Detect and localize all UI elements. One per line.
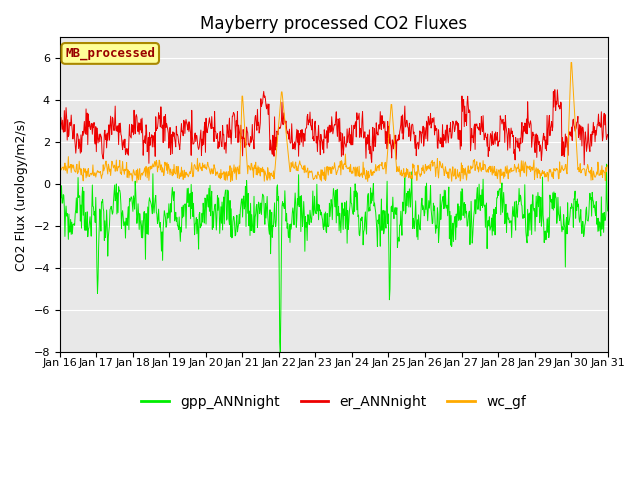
gpp_ANNnight — [604, 208, 611, 214]
er_ANNnight — [379, 120, 387, 126]
gpp_ANNnight — [157, 248, 165, 254]
Line: wc_gf: wc_gf — [60, 62, 607, 183]
Legend: gpp_ANNnight, er_ANNnight, wc_gf: gpp_ANNnight, er_ANNnight, wc_gf — [136, 389, 532, 415]
gpp_ANNnight — [586, 199, 593, 204]
wc_gf — [82, 175, 90, 180]
wc_gf — [567, 60, 575, 65]
gpp_ANNnight — [603, 161, 611, 167]
er_ANNnight — [577, 123, 584, 129]
wc_gf — [586, 170, 594, 176]
er_ANNnight — [82, 106, 90, 112]
wc_gf — [497, 180, 504, 186]
Text: MB_processed: MB_processed — [65, 47, 156, 60]
er_ANNnight — [604, 132, 611, 137]
wc_gf — [157, 162, 165, 168]
er_ANNnight — [550, 87, 558, 93]
Y-axis label: CO2 Flux (urology/m2/s): CO2 Flux (urology/m2/s) — [15, 119, 28, 271]
er_ANNnight — [157, 118, 165, 123]
wc_gf — [379, 166, 387, 172]
wc_gf — [577, 169, 585, 175]
gpp_ANNnight — [380, 207, 387, 213]
er_ANNnight — [580, 162, 588, 168]
gpp_ANNnight — [577, 207, 584, 213]
wc_gf — [604, 162, 611, 168]
gpp_ANNnight — [82, 228, 90, 233]
gpp_ANNnight — [56, 202, 63, 208]
Line: er_ANNnight: er_ANNnight — [60, 90, 607, 165]
Title: Mayberry processed CO2 Fluxes: Mayberry processed CO2 Fluxes — [200, 15, 467, 33]
er_ANNnight — [284, 131, 291, 136]
wc_gf — [284, 140, 291, 146]
gpp_ANNnight — [284, 221, 292, 227]
er_ANNnight — [56, 128, 63, 134]
gpp_ANNnight — [276, 349, 284, 355]
Line: gpp_ANNnight: gpp_ANNnight — [60, 164, 607, 352]
wc_gf — [56, 159, 63, 165]
er_ANNnight — [586, 149, 594, 155]
